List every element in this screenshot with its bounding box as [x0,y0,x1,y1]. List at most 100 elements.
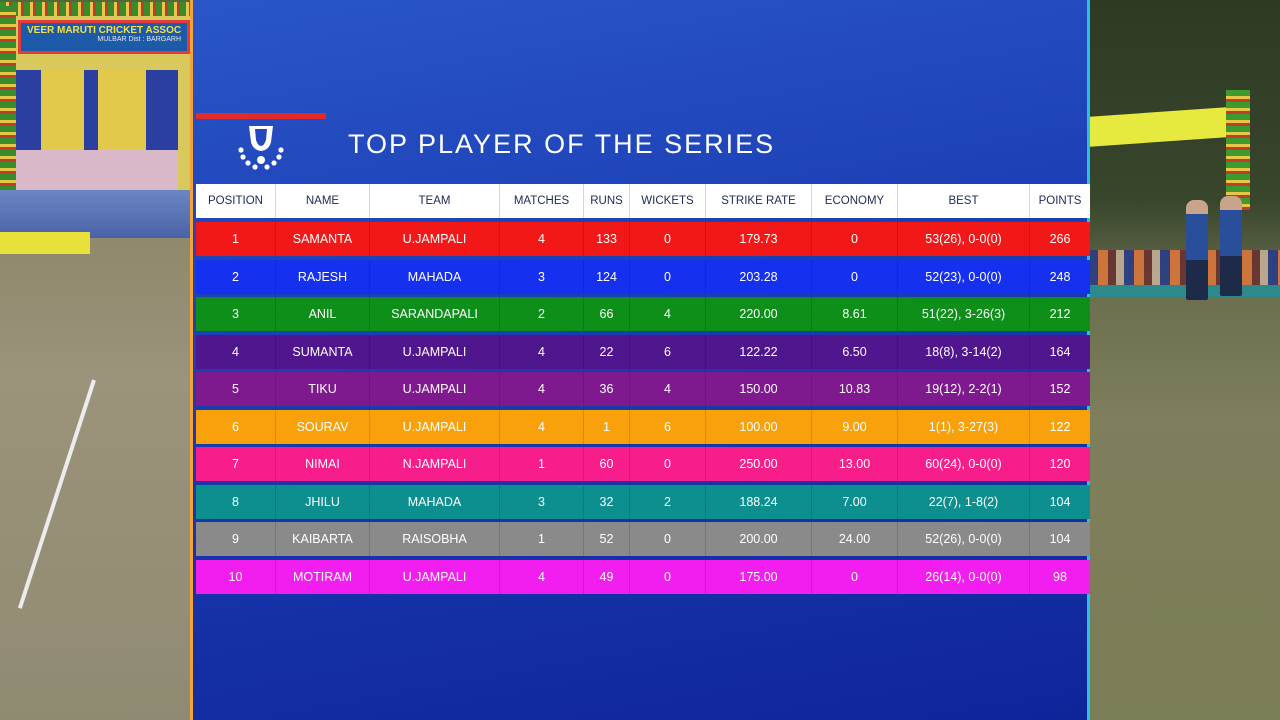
cell-wickets: 0 [630,259,706,294]
cell-team: U.JAMPALI [370,222,500,256]
accent-line [196,113,326,119]
cell-economy: 9.00 [812,409,898,444]
cell-matches: 4 [500,559,584,594]
cell-strike-rate: 100.00 [706,409,812,444]
cell-best: 18(8), 3-14(2) [898,334,1030,369]
cell-matches: 1 [500,522,584,556]
cell-wickets: 0 [630,559,706,594]
col-best: BEST [898,184,1030,218]
cell-strike-rate: 200.00 [706,522,812,556]
banner-line1: VEER MARUTI CRICKET ASSOC [27,25,182,36]
table-row: 3 ANIL SARANDAPALI 2 66 4 220.00 8.61 51(22), 3-… [196,297,1090,331]
stage-curtains [16,70,178,160]
table-row: 5 TIKU U.JAMPALI 4 36 4 150.00 10.83 19(12), 2-2… [196,372,1090,406]
cell-points: 104 [1049,494,1071,509]
cell-matches: 4 [500,222,584,256]
cell-name: RAJESH [276,259,370,294]
cell-wickets: 6 [630,409,706,444]
cell-name: SUMANTA [276,334,370,369]
cell-team: MAHADA [370,259,500,294]
left-video-background: VEER MARUTI CRICKET ASSOC MULBAR Dist : … [0,0,192,720]
cell-strike-rate: 122.22 [706,334,812,369]
cell-matches: 2 [500,297,584,331]
cell-economy: 0 [812,559,898,594]
cell-strike-rate: 220.00 [706,297,812,331]
cell-best: 26(14), 0-0(0) [898,559,1030,594]
cell-team: MAHADA [370,484,500,519]
cell-economy: 0 [812,259,898,294]
right-video-background [1088,0,1280,720]
table-row: 8 JHILU MAHADA 3 32 2 188.24 7.00 22(7), 1-8(2) 1… [196,484,1090,519]
cell-economy: 24.00 [812,522,898,556]
cell-matches: 4 [500,372,584,406]
cell-matches: 1 [500,447,584,481]
cell-strike-rate: 179.73 [706,222,812,256]
cell-points: 152 [1049,382,1071,396]
cell-runs: 49 [584,559,630,594]
cell-matches: 3 [500,259,584,294]
cell-wickets: 2 [630,484,706,519]
cell-team: U.JAMPALI [370,334,500,369]
cell-name: TIKU [276,372,370,406]
cell-position: 2 [196,259,276,294]
cell-runs: 66 [584,297,630,331]
page-title: TOP PLAYER OF THE SERIES [348,129,776,159]
cell-position: 7 [196,447,276,481]
cell-economy: 0 [812,222,898,256]
cell-name: SOURAV [276,409,370,444]
cell-points: 98 [1053,569,1067,584]
cell-runs: 22 [584,334,630,369]
cell-best: 53(26), 0-0(0) [898,222,1030,256]
cell-position: 6 [196,409,276,444]
col-points: POINTS [1038,195,1082,207]
cell-runs: 133 [584,222,630,256]
cell-strike-rate: 203.28 [706,259,812,294]
leaderboard-table: POSITION NAME TEAM MATCHES RUNS WICKETS … [196,184,1090,594]
cell-position: 3 [196,297,276,331]
cell-best: 51(22), 3-26(3) [898,297,1030,331]
cell-strike-rate: 150.00 [706,372,812,406]
cell-position: 9 [196,522,276,556]
garland-left [0,6,16,236]
col-runs: RUNS [584,184,630,218]
col-economy: ECONOMY [812,184,898,218]
cell-economy: 7.00 [812,484,898,519]
garland-arch [1226,90,1250,210]
table-row: 4 SUMANTA U.JAMPALI 4 22 6 122.22 6.50 18(8), 3-… [196,334,1090,369]
cell-points: 212 [1049,307,1071,321]
cell-runs: 36 [584,372,630,406]
cell-matches: 4 [500,334,584,369]
leaderboard-panel: TOP PLAYER OF THE SERIES POSITION NAME T… [190,0,1090,720]
standing-person [1220,196,1242,296]
banner-line2: MULBAR Dist : BARGARH [97,36,181,43]
table-row: 7 NIMAI N.JAMPALI 1 60 0 250.00 13.00 60(24), 0-… [196,447,1090,481]
col-position: POSITION [196,184,276,218]
tent-skirt [16,150,178,190]
cell-wickets: 6 [630,334,706,369]
table-row: 1 SAMANTA U.JAMPALI 4 133 0 179.73 0 53(26), 0-0… [196,222,1090,256]
cell-position: 1 [196,222,276,256]
cell-wickets: 4 [630,297,706,331]
cell-matches: 3 [500,484,584,519]
table-header: POSITION NAME TEAM MATCHES RUNS WICKETS … [196,184,1090,218]
cell-economy: 10.83 [812,372,898,406]
cell-best: 1(1), 3-27(3) [898,409,1030,444]
col-name: NAME [276,184,370,218]
cell-runs: 60 [584,447,630,481]
cell-wickets: 0 [630,447,706,481]
cell-best: 60(24), 0-0(0) [898,447,1030,481]
col-strike-rate: STRIKE RATE [706,184,812,218]
cell-position: 10 [196,559,276,594]
cell-name: KAIBARTA [276,522,370,556]
cell-team: N.JAMPALI [370,447,500,481]
cell-best: 52(23), 0-0(0) [898,259,1030,294]
cell-runs: 52 [584,522,630,556]
trophy-cup-icon [238,126,284,170]
cell-runs: 124 [584,259,630,294]
cell-economy: 13.00 [812,447,898,481]
cell-position: 8 [196,484,276,519]
cell-points: 120 [1049,457,1071,471]
cell-best: 52(26), 0-0(0) [898,522,1030,556]
cell-runs: 1 [584,409,630,444]
cell-team: RAISOBHA [370,522,500,556]
